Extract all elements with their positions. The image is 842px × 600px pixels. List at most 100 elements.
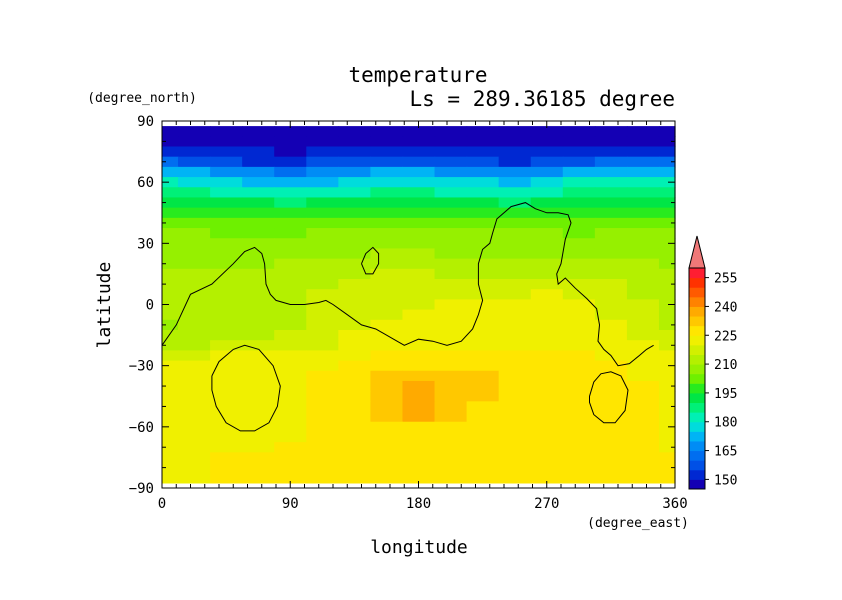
- heatmap-cell: [594, 309, 628, 321]
- heatmap-cell: [370, 289, 404, 300]
- colorbar-label: 255: [714, 272, 737, 287]
- heatmap-cell: [306, 279, 339, 290]
- heatmap-cell: [274, 146, 307, 158]
- heatmap-cell: [434, 411, 468, 423]
- heatmap-cell: [210, 207, 243, 219]
- heatmap-cell: [274, 442, 307, 453]
- heatmap-cell: [402, 177, 436, 188]
- heatmap-cell: [306, 411, 339, 423]
- heatmap-cell: [306, 248, 339, 260]
- heatmap-cell: [658, 197, 676, 209]
- heatmap-cell: [626, 319, 660, 331]
- heatmap-cell: [530, 146, 564, 158]
- heatmap-cell: [594, 136, 628, 148]
- heatmap-cell: [162, 421, 179, 433]
- heatmap-cell: [594, 421, 628, 433]
- heatmap-cell: [370, 217, 404, 229]
- heatmap-cell: [594, 472, 628, 484]
- heatmap-cell: [178, 207, 211, 219]
- heatmap-cell: [594, 197, 628, 209]
- heatmap-cell: [242, 360, 275, 372]
- heatmap-cell: [498, 350, 532, 362]
- heatmap-cell: [162, 177, 179, 188]
- x-tick-label: 270: [534, 496, 559, 512]
- heatmap-cell: [658, 217, 676, 229]
- heatmap-cell: [530, 156, 564, 168]
- heatmap-cell: [210, 309, 243, 321]
- heatmap-cell: [338, 258, 371, 270]
- heatmap-cell: [306, 136, 339, 148]
- heatmap-cell: [402, 462, 436, 474]
- heatmap-cell: [370, 370, 404, 382]
- heatmap-cell: [658, 462, 676, 474]
- heatmap-cell: [626, 442, 660, 453]
- heatmap-cell: [402, 156, 436, 168]
- heatmap-cell: [162, 452, 179, 464]
- heatmap-cell: [162, 391, 179, 402]
- heatmap-cell: [530, 299, 564, 311]
- heatmap-cell: [530, 462, 564, 474]
- heatmap-cell: [274, 207, 307, 219]
- heatmap-cell: [370, 136, 404, 148]
- heatmap-cell: [466, 421, 500, 433]
- heatmap-cell: [242, 340, 275, 351]
- heatmap-cell: [626, 248, 660, 260]
- heatmap-cell: [594, 268, 628, 280]
- heatmap-cell: [306, 431, 339, 443]
- heatmap-cell: [162, 380, 179, 392]
- heatmap-cell: [434, 462, 468, 474]
- x-tick-label: 0: [158, 496, 166, 512]
- x-tick-label: 180: [406, 496, 431, 512]
- heatmap-cell: [594, 340, 628, 351]
- heatmap-cell: [562, 207, 596, 219]
- heatmap-cell: [658, 279, 676, 290]
- heatmap-cell: [434, 166, 468, 178]
- heatmap-cell: [274, 350, 307, 362]
- heatmap-cell: [242, 146, 275, 158]
- colorbar-segment: [689, 316, 705, 327]
- heatmap-cell: [562, 391, 596, 402]
- colorbar-segment: [689, 383, 705, 394]
- heatmap-cell: [626, 411, 660, 423]
- heatmap-cell: [178, 258, 211, 270]
- heatmap-cell: [162, 350, 179, 362]
- heatmap-cell: [370, 146, 404, 158]
- heatmap-cell: [402, 217, 436, 229]
- heatmap-cell: [626, 258, 660, 270]
- heatmap-cell: [210, 126, 243, 137]
- heatmap-cell: [658, 391, 676, 402]
- heatmap-cell: [498, 279, 532, 290]
- heatmap-cell: [466, 431, 500, 443]
- x-tick-label: 90: [282, 496, 299, 512]
- heatmap-cell: [466, 350, 500, 362]
- heatmap-cell: [210, 217, 243, 229]
- heatmap-cell: [562, 421, 596, 433]
- heatmap-cell: [530, 228, 564, 239]
- heatmap-cell: [562, 217, 596, 229]
- heatmap-cell: [594, 319, 628, 331]
- colorbar-segment: [689, 296, 705, 307]
- heatmap-cell: [162, 136, 179, 148]
- heatmap-cell: [274, 421, 307, 433]
- heatmap-cell: [434, 350, 468, 362]
- colorbar-segment: [689, 460, 705, 471]
- heatmap-cell: [434, 340, 468, 351]
- heatmap-cell: [658, 238, 676, 250]
- y-tick-label: −30: [129, 359, 154, 375]
- heatmap-cell: [626, 177, 660, 188]
- heatmap-cell: [402, 258, 436, 270]
- heatmap-cell: [178, 401, 211, 413]
- heatmap-cell: [466, 472, 500, 484]
- heatmap-cell: [594, 462, 628, 474]
- heatmap-cell: [562, 380, 596, 392]
- heatmap-cell: [658, 258, 676, 270]
- heatmap-cell: [530, 136, 564, 148]
- heatmap-cell: [242, 319, 275, 331]
- heatmap-cell: [162, 258, 179, 270]
- heatmap-cell: [530, 360, 564, 372]
- colorbar-segment: [689, 335, 705, 346]
- heatmap-cell: [338, 360, 371, 372]
- heatmap-cell: [658, 472, 676, 484]
- heatmap-cell: [402, 248, 436, 260]
- heatmap-cell: [498, 126, 532, 137]
